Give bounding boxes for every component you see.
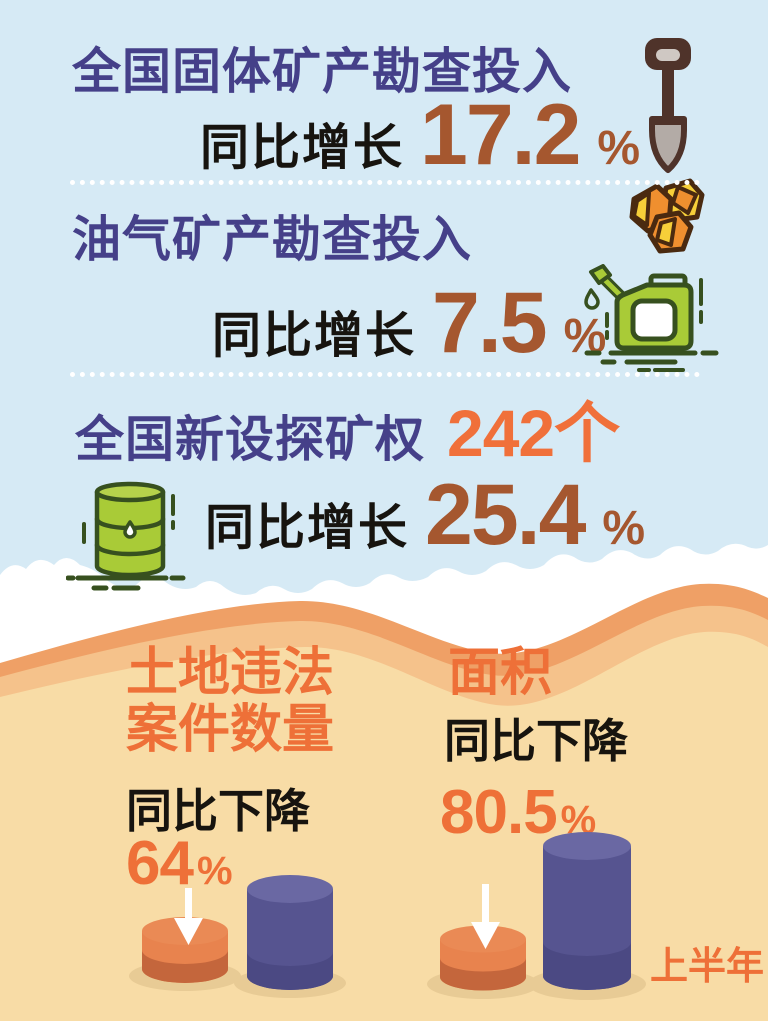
solid-minerals-title: 全国固体矿产勘查投入	[72, 45, 573, 99]
down-arrow-icon	[471, 884, 500, 949]
solid-minerals-stat: 同比增长 17.2 %	[200, 92, 640, 178]
cylinder-purple-tall	[543, 832, 631, 990]
solid-minerals-stat-value: 17.2	[420, 87, 581, 183]
land-violation-stat: 64 %	[126, 833, 233, 895]
violation-area-stat-value: 80.5	[440, 778, 558, 847]
oil-barrel-icon	[66, 481, 186, 591]
oil-gas-stat-value: 7.5	[432, 275, 548, 371]
land-violation-cylinder-chart	[129, 875, 346, 998]
exploration-rights-stat-value: 25.4	[425, 467, 586, 563]
exploration-rights-count: 242个	[447, 396, 620, 470]
oil-gas-title: 油气矿产勘查投入	[72, 213, 473, 267]
cylinder-purple-medium	[247, 875, 333, 990]
down-arrow-icon	[174, 888, 203, 945]
land-violation-stat-value: 64	[126, 829, 194, 898]
shovel-ore-icon	[629, 38, 705, 254]
solid-minerals-stat-unit: %	[597, 122, 641, 175]
dotted-divider	[70, 372, 700, 377]
exploration-rights-title-row: 全国新设探矿权 242个	[75, 396, 620, 470]
oil-gas-stat: 同比增长 7.5 %	[212, 280, 606, 366]
exploration-rights-stat: 同比增长 25.4 %	[205, 472, 645, 558]
land-violation-title-line1: 土地违法	[126, 644, 335, 702]
oil-can-icon	[584, 264, 719, 372]
land-violation-title-line2: 案件数量	[126, 701, 335, 759]
violation-area-stat-label: 同比下降	[444, 715, 628, 767]
solid-minerals-stat-label: 同比增长	[200, 121, 405, 175]
land-violation-stat-label: 同比下降	[126, 785, 310, 837]
period-label: 上半年	[650, 946, 765, 988]
violation-area-title: 面积	[448, 644, 553, 702]
violation-area-cylinder-chart	[427, 832, 646, 1000]
land-violation-stat-unit: %	[196, 849, 233, 893]
dotted-divider	[70, 180, 700, 185]
exploration-rights-stat-label: 同比增长	[205, 501, 410, 555]
oil-gas-stat-label: 同比增长	[212, 309, 417, 363]
exploration-rights-stat-unit: %	[602, 502, 646, 555]
exploration-rights-title: 全国新设探矿权	[75, 413, 426, 467]
